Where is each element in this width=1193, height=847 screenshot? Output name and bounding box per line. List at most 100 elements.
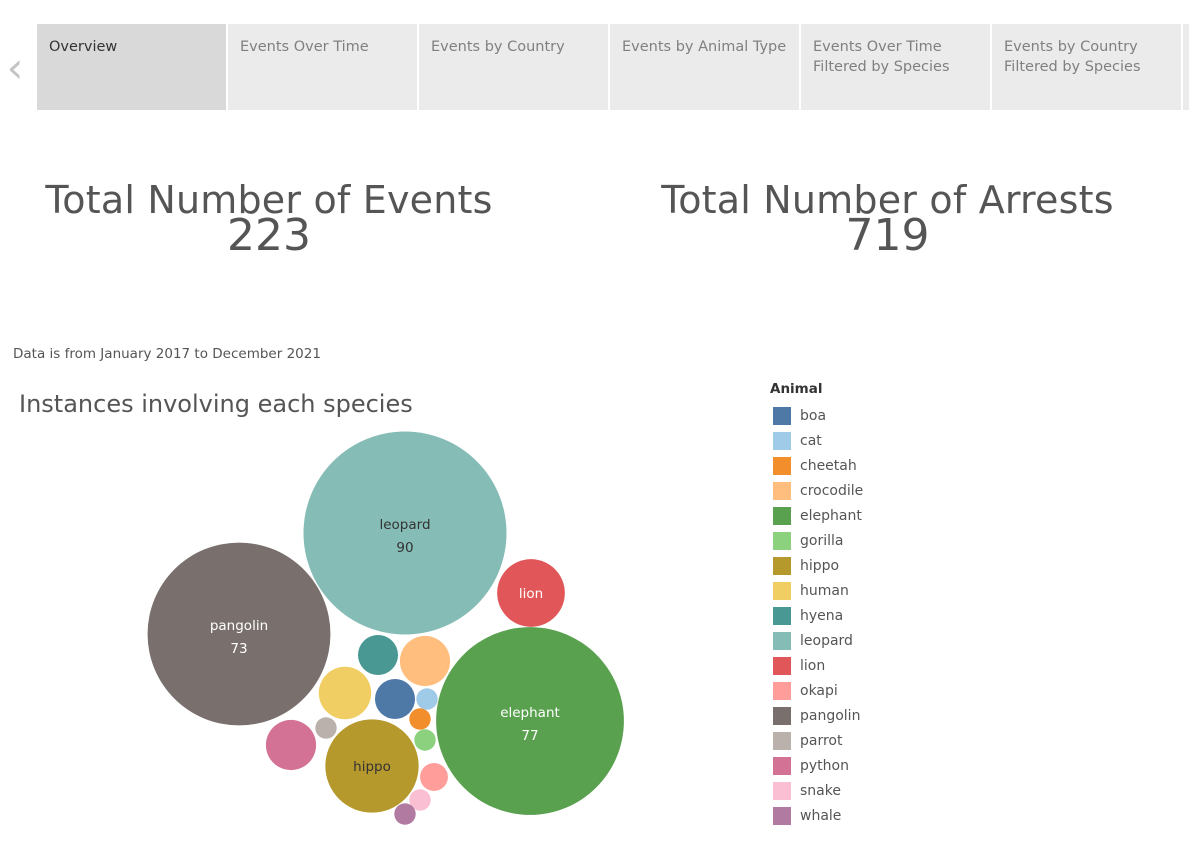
bubble-circle [357, 634, 399, 676]
bubble-circle [436, 627, 624, 815]
kpi-total-arrests: Total Number of Arrests 719 [655, 180, 1120, 258]
tab-0[interactable]: Overview [37, 24, 226, 110]
bubble-label: lion [519, 586, 543, 602]
bubble-whale[interactable] [394, 803, 416, 825]
legend-swatch [773, 481, 791, 500]
kpi-arrests-title: Total Number of Arrests [661, 178, 1114, 222]
bubble-value-label: 73 [230, 641, 247, 657]
bubble-circle [409, 708, 431, 730]
bubble-circle [315, 717, 337, 739]
kpi-events-value: 223 [227, 210, 311, 261]
legend-label: boa [800, 407, 827, 424]
legend-label: snake [800, 782, 841, 799]
bubble-value-label: 77 [521, 728, 538, 744]
legend-item[interactable]: pangolin [770, 703, 863, 728]
kpi-total-events: Total Number of Events 223 [40, 180, 498, 258]
legend-item[interactable]: boa [770, 403, 863, 428]
bubble-parrot[interactable] [315, 717, 337, 739]
bubble-circle [325, 719, 419, 813]
legend-swatch [773, 431, 791, 450]
bubble-boa[interactable] [374, 678, 416, 720]
bubble-circle [374, 678, 416, 720]
legend-label: okapi [800, 682, 838, 699]
legend-swatch [773, 781, 791, 800]
legend-item[interactable]: hippo [770, 553, 863, 578]
kpi-arrests-value: 719 [845, 210, 930, 261]
legend: Animal boa cat cheetah crocodile elephant gor… [770, 381, 863, 828]
bubble-value-label: 90 [396, 540, 413, 556]
bubble-chart: leopard 90 elephant 77 pangolin 73 hippo lion [147, 431, 624, 825]
legend-swatch [773, 731, 791, 750]
legend-swatch [773, 806, 791, 825]
bubble-label: leopard [379, 517, 430, 533]
bubble-crocodile[interactable] [399, 635, 451, 687]
bubble-cheetah[interactable] [409, 708, 431, 730]
legend-swatch [773, 456, 791, 475]
bubble-circle [409, 789, 431, 811]
tab-5[interactable]: Events by Country Filtered by Species [992, 24, 1181, 110]
legend-label: human [800, 582, 849, 599]
legend-label: hippo [800, 557, 840, 574]
tab-2[interactable]: Events by Country [419, 24, 608, 110]
legend-item[interactable]: human [770, 578, 863, 603]
legend-item[interactable]: cheetah [770, 453, 863, 478]
prev-tab-arrow-icon[interactable]: ‹ [6, 43, 24, 92]
legend-label: leopard [800, 632, 853, 649]
legend-swatch [773, 656, 791, 675]
chart-title: Instances involving each species [19, 390, 413, 418]
tab-3[interactable]: Events by Animal Type [610, 24, 799, 110]
legend-item[interactable]: snake [770, 778, 863, 803]
bubble-human[interactable] [318, 666, 372, 720]
legend-label: cheetah [800, 457, 857, 474]
legend-label: elephant [800, 507, 862, 524]
tab-4[interactable]: Events Over Time Filtered by Species [801, 24, 990, 110]
bubble-circle [265, 719, 317, 771]
legend-swatch [773, 706, 791, 725]
bubble-pangolin[interactable]: pangolin 73 [147, 542, 331, 726]
bubble-gorilla[interactable] [414, 729, 436, 751]
bubble-circle [497, 559, 565, 627]
legend-swatch [773, 556, 791, 575]
legend-title: Animal [770, 381, 823, 397]
bubble-circle [147, 542, 331, 726]
legend-item[interactable]: leopard [770, 628, 863, 653]
bubble-circle [399, 635, 451, 687]
legend-swatch [773, 606, 791, 625]
legend-label: lion [800, 657, 826, 674]
legend-item[interactable]: python [770, 753, 863, 778]
legend-swatch [773, 756, 791, 775]
legend-label: python [800, 757, 849, 774]
bubble-hippo[interactable]: hippo [325, 719, 419, 813]
legend-item[interactable]: cat [770, 428, 863, 453]
legend-item[interactable]: whale [770, 803, 863, 828]
bubble-circle [394, 803, 416, 825]
bubble-python[interactable] [265, 719, 317, 771]
legend-swatch [773, 681, 791, 700]
legend-item[interactable]: gorilla [770, 528, 863, 553]
bubble-snake[interactable] [409, 789, 431, 811]
legend-item[interactable]: okapi [770, 678, 863, 703]
tab-1[interactable]: Events Over Time [228, 24, 417, 110]
bubble-leopard[interactable]: leopard 90 [303, 431, 507, 635]
tab-bar: Overview Events Over Time Events by Countr… [37, 24, 1189, 110]
bubble-hyena[interactable] [357, 634, 399, 676]
bubble-elephant[interactable]: elephant 77 [436, 627, 624, 815]
legend-item[interactable]: elephant [770, 503, 863, 528]
legend-item[interactable]: crocodile [770, 478, 863, 503]
legend-item[interactable]: lion [770, 653, 863, 678]
legend-label: gorilla [800, 532, 844, 549]
legend-item[interactable]: parrot [770, 728, 863, 753]
bubble-circle [416, 688, 438, 710]
legend-swatch [773, 506, 791, 525]
bubble-circle [420, 763, 448, 791]
bubble-lion[interactable]: lion [497, 559, 565, 627]
legend-item[interactable]: hyena [770, 603, 863, 628]
bubble-label: elephant [500, 705, 560, 721]
bubble-label: pangolin [210, 618, 268, 634]
kpi-events-title: Total Number of Events [45, 178, 493, 222]
bubble-okapi[interactable] [420, 763, 448, 791]
data-range-note: Data is from January 2017 to December 20… [13, 346, 321, 362]
legend-label: whale [800, 807, 842, 824]
bubble-cat[interactable] [416, 688, 438, 710]
legend-label: crocodile [800, 482, 864, 499]
